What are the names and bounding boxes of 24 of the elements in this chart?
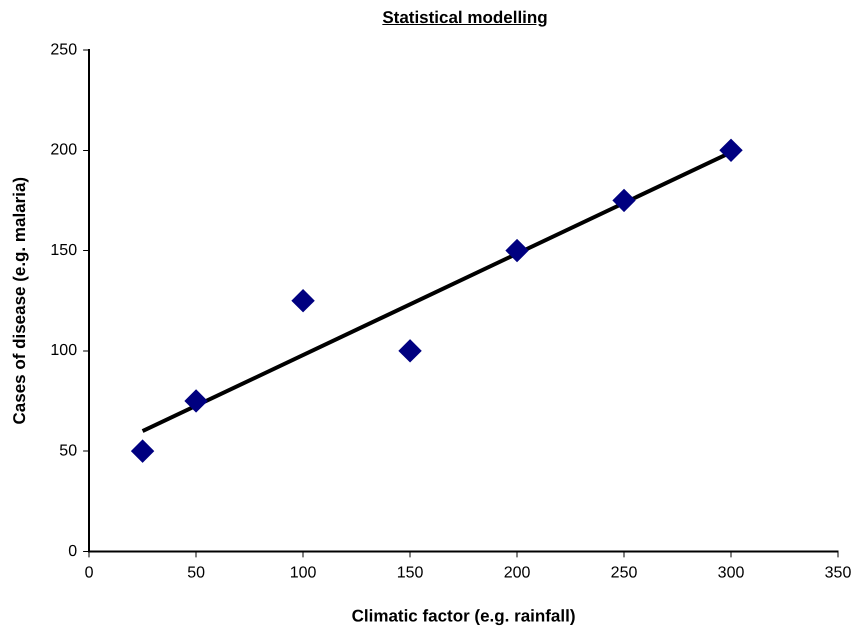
- x-tick-label: 150: [396, 564, 424, 582]
- point: [131, 440, 154, 463]
- point: [720, 138, 743, 162]
- y-tick-label: 50: [59, 442, 78, 460]
- point: [612, 188, 636, 212]
- x-tick-label: 100: [290, 564, 317, 582]
- chart-title: Statistical modelling: [382, 8, 548, 28]
- x-axis-title: Climatic factor (e.g. rainfall): [352, 606, 576, 626]
- x-tick-label: 0: [84, 564, 94, 582]
- point: [292, 289, 315, 312]
- point: [184, 389, 208, 412]
- y-tick-label: 200: [50, 142, 78, 159]
- y-tick-label: 150: [50, 242, 78, 259]
- x-tick-label: 300: [718, 564, 744, 582]
- x-tick-label: 50: [187, 564, 206, 582]
- y-tick-label: 250: [50, 41, 78, 58]
- point: [398, 339, 422, 362]
- y-tick-label: 100: [50, 342, 78, 360]
- x-tick-label: 250: [610, 564, 638, 582]
- point: [506, 239, 529, 262]
- x-tick-label: 200: [504, 564, 530, 582]
- x-tick-label: 350: [824, 564, 852, 582]
- y-tick-label: 0: [68, 542, 78, 560]
- y-axis-title: Cases of disease (e.g. malaria): [10, 176, 29, 424]
